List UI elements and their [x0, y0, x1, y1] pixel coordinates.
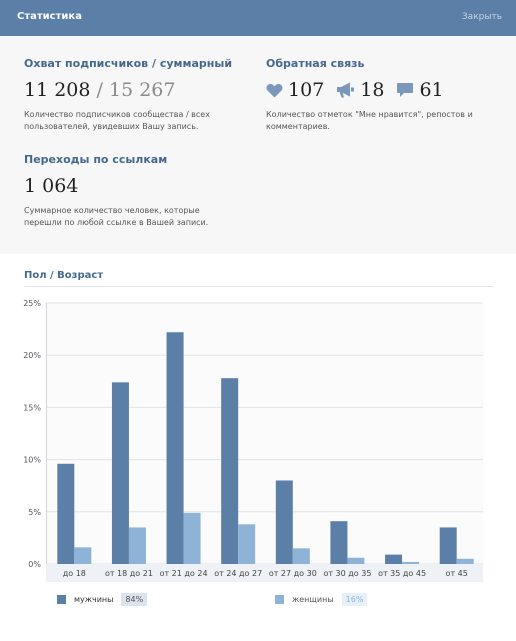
- x-tick-label: до 18: [63, 569, 86, 578]
- x-tick-label: от 27 до 30: [269, 569, 317, 578]
- reach-values: 11 208 / 15 267: [24, 79, 232, 101]
- bar-female: [128, 527, 146, 564]
- y-tick-label: 5%: [28, 508, 41, 517]
- section-divider: [24, 286, 493, 287]
- legend-female-label: женщины: [292, 595, 334, 604]
- legend-male-swatch: [57, 595, 66, 604]
- comments-counter: 61: [396, 79, 444, 101]
- x-tick-label: от 21 до 24: [160, 569, 208, 578]
- bar-female: [238, 524, 256, 564]
- likes-value: 107: [288, 79, 325, 101]
- bar-male: [330, 521, 348, 564]
- likes-counter: 107: [266, 79, 324, 101]
- reposts-value: 18: [360, 79, 385, 101]
- bar-male: [57, 463, 75, 564]
- plot-area: [46, 303, 483, 564]
- y-tick-label: 10%: [23, 456, 41, 465]
- close-link[interactable]: Закрыть: [461, 12, 502, 22]
- x-tick-label: от 18 до 21: [105, 569, 153, 578]
- feedback-description: Количество отметок "Мне нравится", репос…: [266, 109, 473, 133]
- feedback-heading: Обратная связь: [266, 57, 365, 70]
- bar-female: [183, 512, 201, 564]
- x-tick-label: от 45: [446, 569, 468, 578]
- bar-male: [385, 554, 403, 564]
- gender-age-chart: 0% 5% 10% 15% 20% 25% до 18 от 18 до 21 от 21 до…: [23, 299, 483, 582]
- bar-female: [347, 557, 365, 564]
- legend-male-label: мужчины: [74, 595, 114, 604]
- legend-female-share: 16%: [341, 593, 368, 606]
- heart-icon: [266, 83, 283, 97]
- reach-description-line: Количество подписчиков сообщества / всех: [24, 110, 210, 119]
- links-block: Переходы по ссылкам 1 064 Суммарное коли…: [24, 153, 208, 229]
- links-value: 1 064: [24, 175, 79, 197]
- y-tick-label: 20%: [23, 351, 41, 360]
- reach-description: Количество подписчиков сообщества / всех…: [24, 109, 232, 133]
- megaphone-icon: [337, 82, 355, 98]
- bar-female: [456, 558, 474, 564]
- x-tick-label: от 30 до 35: [323, 569, 371, 578]
- legend-female[interactable]: женщины 16%: [275, 593, 368, 606]
- feedback-block: Обратная связь 107 18 61: [266, 57, 473, 133]
- feedback-description-line: Количество отметок "Мне нравится", репос…: [266, 110, 473, 119]
- links-description-line: перешли по любой ссылке в Вашей записи.: [24, 218, 209, 227]
- bar-female: [74, 547, 92, 564]
- bar-male: [166, 332, 184, 564]
- links-heading: Переходы по ссылкам: [24, 153, 168, 166]
- reach-description-line: пользователей, увидевших Вашу запись.: [24, 122, 199, 131]
- summary-panel: Охват подписчиков / суммарный 11 208 / 1…: [0, 36, 516, 254]
- speech-bubble-icon: [397, 83, 414, 97]
- reach-separator: /: [96, 79, 103, 101]
- comments-value: 61: [419, 79, 444, 101]
- feedback-counters: 107 18 61: [266, 79, 473, 101]
- legend-male-share: 84%: [121, 593, 148, 606]
- reach-subscribers-value: 11 208: [24, 79, 91, 101]
- x-tick-label: от 24 до 27: [214, 569, 262, 578]
- bar-female: [292, 548, 310, 564]
- window-title: Статистика: [17, 11, 82, 22]
- bar-female: [402, 561, 420, 564]
- legend-female-swatch: [275, 595, 284, 604]
- x-tick-label: от 35 до 45: [378, 569, 426, 578]
- bar-male: [439, 527, 457, 564]
- reach-block: Охват подписчиков / суммарный 11 208 / 1…: [24, 57, 232, 133]
- links-description: Суммарное количество человек, которые пе…: [24, 205, 208, 229]
- y-tick-label: 25%: [23, 299, 41, 308]
- y-tick-label: 15%: [23, 403, 41, 412]
- legend-male[interactable]: мужчины 84%: [57, 593, 148, 606]
- bar-male: [275, 480, 293, 564]
- stats-header: Статистика Закрыть: [0, 0, 516, 36]
- x-axis-band: [46, 564, 483, 582]
- bar-male: [111, 382, 129, 564]
- reposts-counter: 18: [336, 79, 384, 101]
- y-tick-label: 0%: [28, 560, 41, 569]
- feedback-description-line: комментариев.: [266, 122, 330, 131]
- gender-age-title: Пол / Возраст: [24, 270, 104, 281]
- links-description-line: Суммарное количество человек, которые: [24, 206, 200, 215]
- reach-heading: Охват подписчиков / суммарный: [24, 57, 233, 70]
- reach-total-value: 15 267: [108, 79, 176, 101]
- bar-male: [221, 378, 239, 564]
